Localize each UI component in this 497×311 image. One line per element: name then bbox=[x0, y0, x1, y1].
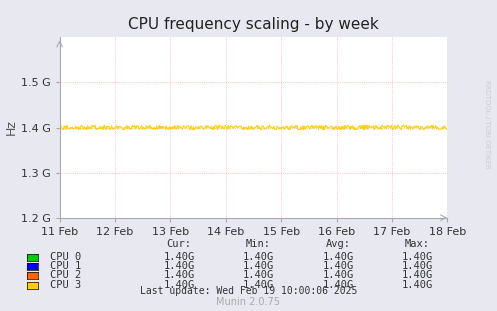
Text: 1.40G: 1.40G bbox=[402, 280, 433, 290]
Text: 1.40G: 1.40G bbox=[402, 252, 433, 262]
Text: 1.40G: 1.40G bbox=[243, 270, 274, 280]
Text: 1.40G: 1.40G bbox=[323, 270, 353, 280]
Text: Max:: Max: bbox=[405, 239, 430, 249]
Text: Cur:: Cur: bbox=[166, 239, 191, 249]
Text: 1.40G: 1.40G bbox=[164, 280, 194, 290]
Text: RRDTOOL / TOBI OETIKER: RRDTOOL / TOBI OETIKER bbox=[484, 80, 490, 169]
Text: 1.40G: 1.40G bbox=[164, 270, 194, 280]
Y-axis label: Hz: Hz bbox=[5, 119, 18, 136]
Text: CPU 3: CPU 3 bbox=[50, 280, 81, 290]
Title: CPU frequency scaling - by week: CPU frequency scaling - by week bbox=[128, 17, 379, 32]
Text: Last update: Wed Feb 19 10:00:06 2025: Last update: Wed Feb 19 10:00:06 2025 bbox=[140, 286, 357, 296]
Text: 1.40G: 1.40G bbox=[243, 261, 274, 271]
Text: 1.40G: 1.40G bbox=[164, 261, 194, 271]
Text: Munin 2.0.75: Munin 2.0.75 bbox=[217, 297, 280, 307]
Text: CPU 0: CPU 0 bbox=[50, 252, 81, 262]
Text: 1.40G: 1.40G bbox=[323, 252, 353, 262]
Text: CPU 1: CPU 1 bbox=[50, 261, 81, 271]
Text: 1.40G: 1.40G bbox=[323, 261, 353, 271]
Text: CPU 2: CPU 2 bbox=[50, 270, 81, 280]
Text: 1.40G: 1.40G bbox=[164, 252, 194, 262]
Text: 1.40G: 1.40G bbox=[243, 280, 274, 290]
Text: 1.40G: 1.40G bbox=[402, 261, 433, 271]
Text: Avg:: Avg: bbox=[326, 239, 350, 249]
Text: 1.40G: 1.40G bbox=[243, 252, 274, 262]
Text: Min:: Min: bbox=[246, 239, 271, 249]
Text: 1.40G: 1.40G bbox=[402, 270, 433, 280]
Text: 1.40G: 1.40G bbox=[323, 280, 353, 290]
